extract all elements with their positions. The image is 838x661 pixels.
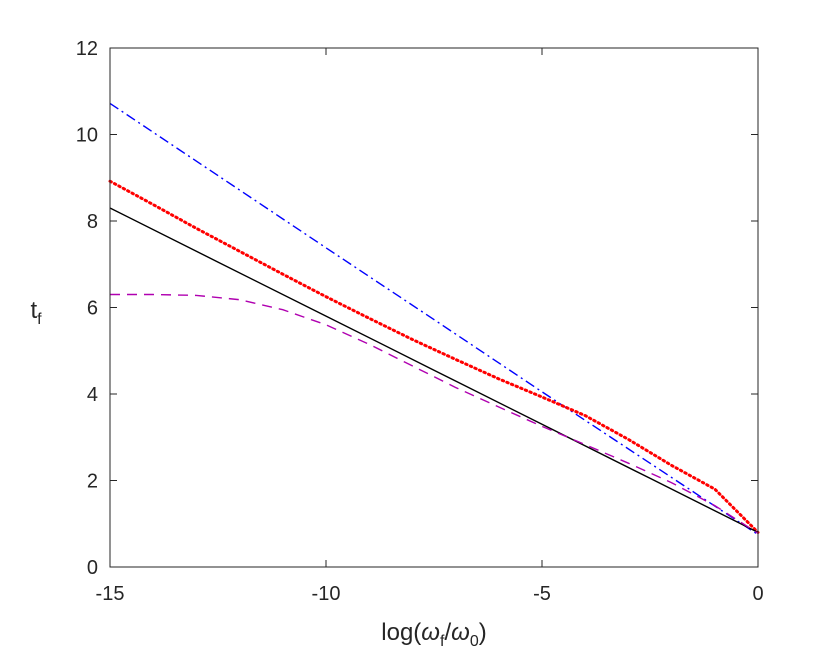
y-axis: 0 2 4 6 8 10 12 bbox=[76, 38, 758, 579]
x-tick-label: -5 bbox=[533, 583, 551, 605]
x-axis: -15 -10 -5 0 bbox=[96, 48, 764, 605]
y-tick-label: 4 bbox=[87, 384, 98, 406]
y-axis-label: tf bbox=[30, 297, 42, 328]
series-line-3 bbox=[110, 293, 759, 534]
x-axis-label: log(ωf/ω0) bbox=[381, 619, 486, 650]
y-tick-label: 6 bbox=[87, 298, 98, 320]
y-tick-label: 8 bbox=[87, 211, 98, 233]
series-line-0 bbox=[109, 102, 759, 536]
series-line-1 bbox=[108, 179, 760, 534]
y-tick-label: 12 bbox=[76, 38, 98, 60]
x-tick-label: -10 bbox=[312, 583, 341, 605]
y-tick-label: 10 bbox=[76, 125, 98, 147]
plot-lines bbox=[108, 102, 760, 536]
y-tick-label: 2 bbox=[87, 471, 98, 493]
series-line-2 bbox=[109, 207, 759, 534]
x-tick-label: 0 bbox=[752, 583, 763, 605]
svg-text:log(ωf/ω0): log(ωf/ω0) bbox=[381, 619, 486, 650]
x-tick-label: -15 bbox=[96, 583, 125, 605]
y-tick-label: 0 bbox=[87, 557, 98, 579]
svg-text:tf: tf bbox=[30, 297, 42, 328]
